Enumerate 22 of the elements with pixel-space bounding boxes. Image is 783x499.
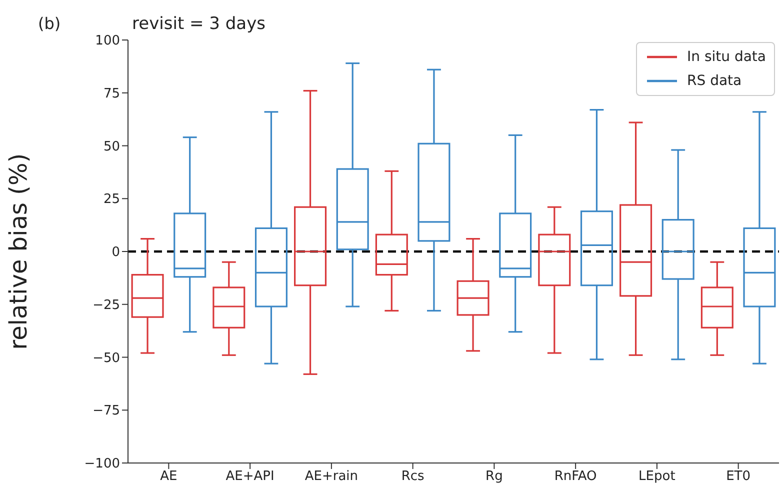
x-tick-label: ET0 <box>726 469 751 484</box>
text: (b) <box>38 14 61 33</box>
y-tick-label: −50 <box>92 350 120 366</box>
y-tick-label: 50 <box>103 139 120 154</box>
y-tick-label: −100 <box>84 456 120 472</box>
y-tick-label: −75 <box>92 404 120 419</box>
x-tick-label: AE+API <box>226 469 274 484</box>
x-tick-label: Rcs <box>401 469 425 484</box>
x-tick-label: RnFAO <box>554 469 597 484</box>
x-tick-label: AE+rain <box>304 469 358 484</box>
y-tick-label: 0 <box>112 245 120 260</box>
y-axis-title: relative bias (%) <box>4 153 33 350</box>
y-tick-label: −25 <box>92 298 120 313</box>
y-tick-label: 75 <box>103 86 120 102</box>
y-tick-label: 25 <box>103 192 120 208</box>
x-tick-label: Rg <box>486 469 503 484</box>
chart-title: revisit = 3 days <box>132 14 266 34</box>
x-tick-label: AE <box>160 469 178 484</box>
x-tick-label: LEpot <box>638 469 676 484</box>
legend-label: In situ data <box>687 49 766 65</box>
legend-label: RS data <box>687 73 742 89</box>
y-tick-label: 100 <box>95 34 120 49</box>
